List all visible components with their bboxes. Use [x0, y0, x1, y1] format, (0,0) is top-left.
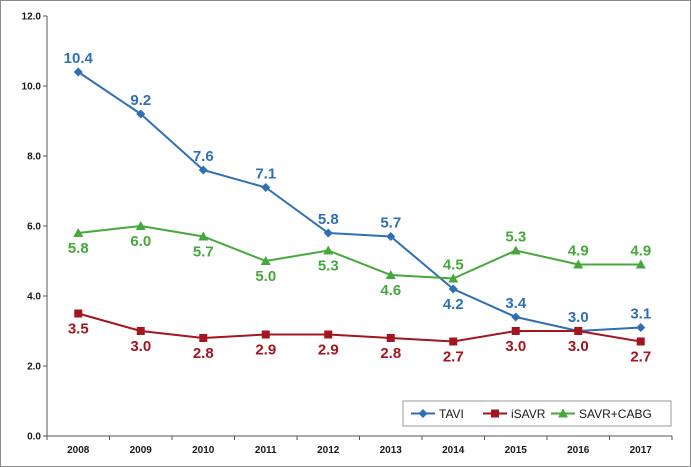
legend-tavi-label: TAVI — [439, 407, 464, 421]
isavr-data-label: 3.5 — [68, 321, 89, 338]
savr-cabg-point — [73, 228, 84, 237]
legend-tavi-marker — [418, 409, 428, 418]
y-tick-label: 8.0 — [27, 152, 41, 163]
savr-cabg-point — [260, 256, 271, 265]
isavr-point — [136, 327, 145, 335]
y-tick-label: 12.0 — [22, 12, 42, 23]
legend-isavr-label: iSAVR — [511, 407, 546, 421]
y-tick-label: 6.0 — [27, 222, 41, 233]
x-tick-label: 2009 — [130, 445, 153, 456]
tavi-data-label: 9.2 — [130, 92, 151, 109]
isavr-point — [199, 334, 208, 342]
isavr-point — [574, 327, 583, 335]
savr-cabg-series-line — [78, 224, 641, 280]
savr-cabg-point — [448, 273, 459, 283]
tavi-data-label: 3.4 — [505, 295, 527, 312]
isavr-data-label: 2.9 — [318, 342, 339, 359]
legend-savr-cabg-marker — [558, 408, 568, 418]
tavi-data-label: 3.0 — [568, 309, 589, 326]
isavr-data-label: 2.9 — [255, 342, 276, 359]
isavr-point — [511, 327, 520, 335]
savr-cabg-data-label: 4.9 — [630, 243, 651, 260]
isavr-point — [636, 337, 645, 346]
isavr-data-label: 2.8 — [193, 345, 214, 362]
savr-cabg-point — [573, 259, 584, 269]
tavi-data-label: 3.1 — [630, 306, 651, 323]
isavr-data-label: 2.7 — [443, 349, 464, 366]
isavr-point — [324, 330, 333, 339]
tavi-point — [511, 312, 521, 322]
legend-isavr-marker — [491, 409, 499, 418]
savr-cabg-data-label: 4.5 — [443, 257, 464, 274]
savr-cabg-data-label: 4.9 — [568, 243, 589, 260]
isavr-data-label: 3.0 — [130, 338, 151, 355]
savr-cabg-data-label: 5.8 — [68, 240, 89, 257]
tavi-point — [636, 323, 646, 332]
savr-cabg-data-label: 6.0 — [130, 233, 151, 250]
isavr-point — [449, 337, 458, 346]
legend-box — [402, 400, 672, 427]
isavr-point — [74, 309, 83, 318]
savr-cabg-data-label: 5.3 — [505, 229, 526, 246]
tavi-point — [73, 67, 83, 77]
savr-cabg-data-label: 5.3 — [318, 258, 339, 275]
savr-cabg-point — [135, 221, 146, 230]
y-tick-label: 10.0 — [22, 82, 42, 93]
tavi-data-label: 5.8 — [318, 211, 339, 228]
tavi-data-label: 10.4 — [64, 50, 94, 67]
savr-cabg-data-label: 4.6 — [380, 282, 401, 299]
y-tick-label: 2.0 — [27, 362, 41, 373]
tavi-data-label: 7.6 — [193, 148, 214, 165]
tavi-point — [386, 232, 396, 241]
tavi-data-label: 4.2 — [443, 296, 464, 313]
x-tick-label: 2010 — [192, 445, 215, 456]
savr-cabg-point — [385, 270, 396, 279]
isavr-data-label: 2.7 — [630, 349, 651, 366]
x-tick-label: 2016 — [567, 445, 590, 456]
tavi-data-label: 5.7 — [380, 215, 401, 232]
isavr-series-line — [77, 312, 641, 343]
x-tick-label: 2011 — [255, 445, 277, 456]
savr-cabg-point — [198, 231, 209, 241]
savr-cabg-point — [635, 259, 646, 269]
tavi-point — [198, 165, 208, 175]
x-tick-label: 2014 — [442, 445, 465, 456]
x-tick-label: 2017 — [630, 445, 653, 456]
x-tick-label: 2012 — [317, 445, 340, 456]
isavr-point — [261, 330, 270, 339]
savr-cabg-data-label: 5.7 — [193, 244, 214, 261]
isavr-data-label: 2.8 — [380, 345, 401, 362]
tavi-point — [323, 228, 333, 238]
tavi-data-label: 7.1 — [255, 166, 276, 183]
x-tick-label: 2013 — [380, 445, 403, 456]
isavr-data-label: 3.0 — [568, 338, 589, 355]
y-tick-label: 0.0 — [27, 432, 41, 443]
savr-cabg-point — [510, 245, 521, 255]
tavi-point — [448, 284, 458, 294]
x-tick-label: 2015 — [505, 445, 528, 456]
isavr-data-label: 3.0 — [505, 338, 526, 355]
x-tick-label: 2008 — [67, 445, 90, 456]
isavr-point — [386, 334, 395, 342]
y-tick-label: 4.0 — [27, 292, 41, 303]
savr-cabg-point — [323, 245, 334, 255]
tavi-point — [261, 183, 271, 192]
legend-savr-cabg-label: SAVR+CABG — [579, 407, 652, 421]
tavi-series-line — [77, 71, 641, 333]
tavi-point — [136, 109, 146, 119]
savr-cabg-data-label: 5.0 — [255, 268, 276, 285]
